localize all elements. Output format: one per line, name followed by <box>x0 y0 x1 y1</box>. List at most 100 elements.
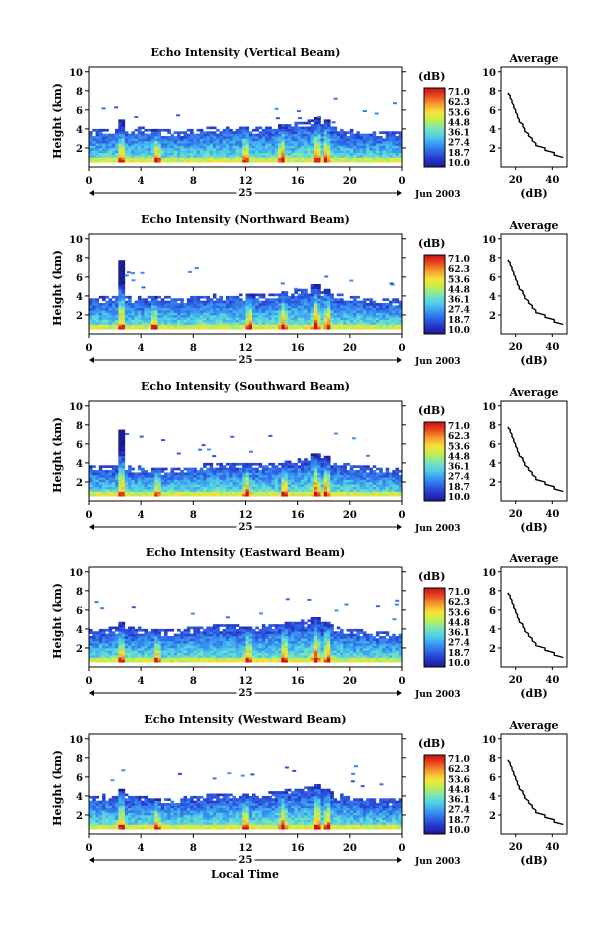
heatmap-cell <box>92 636 96 639</box>
heatmap-cell <box>147 314 152 318</box>
heatmap-cell <box>131 310 135 313</box>
heatmap-cell <box>392 324 396 328</box>
heatmap-cell <box>102 324 106 328</box>
heatmap-cell <box>268 491 272 495</box>
heatmap-cell <box>317 317 321 321</box>
heatmap-cell <box>385 324 390 328</box>
heatmap-cell <box>180 312 184 316</box>
heatmap-cell <box>124 143 129 146</box>
heatmap-cell <box>111 636 116 639</box>
heatmap-cell <box>379 145 383 149</box>
heatmap-cell <box>89 491 93 495</box>
colorbar-segment <box>424 111 445 115</box>
heatmap-cell <box>170 659 175 663</box>
heatmap-cell <box>291 140 295 144</box>
sparse-echo <box>294 287 298 290</box>
heatmap-cell <box>160 324 165 328</box>
heatmap-cell <box>199 640 204 644</box>
heatmap-cell <box>157 152 162 156</box>
heatmap-cell <box>248 462 253 466</box>
heatmap-cell <box>98 657 103 661</box>
heatmap-cell <box>124 479 129 483</box>
heatmap-cell <box>343 319 347 323</box>
heatmap-cell <box>157 317 162 321</box>
heatmap-cell <box>225 633 230 637</box>
heatmap-cell <box>183 131 188 134</box>
heatmap-cell <box>333 474 338 478</box>
heatmap-cell <box>232 150 237 154</box>
heatmap-cell <box>89 465 93 468</box>
heatmap-cell <box>248 143 253 146</box>
heatmap-cell <box>150 159 155 163</box>
heatmap-cell <box>346 136 351 139</box>
heatmap-cell <box>242 484 246 488</box>
heatmap-cell <box>216 317 220 321</box>
heatmap-cell <box>287 136 292 139</box>
heatmap-cell <box>160 307 165 311</box>
heatmap-cell <box>209 465 214 468</box>
heatmap-cell <box>212 147 217 151</box>
heatmap-cell <box>235 298 240 301</box>
heatmap-cell <box>206 489 210 492</box>
heatmap-cell <box>304 131 308 134</box>
heatmap-cell <box>343 310 347 313</box>
heatmap-cell <box>183 150 188 154</box>
heatmap-cell <box>157 479 162 483</box>
heatmap-cell <box>219 131 223 134</box>
heatmap-cell <box>242 150 246 154</box>
heatmap-cell <box>313 493 318 497</box>
heatmap-cell <box>209 307 214 311</box>
heatmap-cell <box>229 143 233 146</box>
heatmap-cell <box>356 326 360 330</box>
heatmap-cell <box>98 159 103 163</box>
heatmap-cell <box>89 140 93 144</box>
heatmap-cell <box>163 640 168 644</box>
heatmap-cell <box>98 324 103 328</box>
heatmap-cell <box>157 140 162 144</box>
heatmap-cell <box>108 474 113 478</box>
heatmap-cell <box>291 157 295 161</box>
heatmap-cell <box>271 462 276 466</box>
heatmap-cell <box>229 467 233 471</box>
heatmap-cell <box>297 128 302 132</box>
heatmap-cell <box>313 458 318 461</box>
heatmap-cell <box>118 640 122 644</box>
heatmap-cell <box>124 643 129 646</box>
heatmap-cell <box>137 326 142 330</box>
heatmap-cell <box>284 157 289 161</box>
heatmap-cell <box>225 324 230 328</box>
heatmap-cell <box>95 650 100 654</box>
heatmap-cell <box>102 489 106 492</box>
heatmap-cell <box>327 126 331 130</box>
heatmap-cell <box>271 133 276 137</box>
heatmap-cell <box>229 326 233 330</box>
heatmap-cell <box>115 489 119 492</box>
heatmap-cell <box>102 657 106 661</box>
heatmap-cell <box>111 489 116 492</box>
heatmap-cell <box>222 647 227 651</box>
heatmap-cell <box>307 326 312 330</box>
heatmap-cell <box>154 638 158 642</box>
heatmap-cell <box>124 131 129 134</box>
heatmap-cell <box>258 152 263 156</box>
heatmap-cell <box>242 659 246 663</box>
heatmap-cell <box>203 143 207 146</box>
heatmap-cell <box>327 467 331 471</box>
heatmap-cell <box>232 295 237 299</box>
heatmap-cell <box>336 157 341 161</box>
colorbar-segment <box>424 320 445 323</box>
heatmap-cell <box>317 303 321 306</box>
heatmap-cell <box>323 143 328 146</box>
heatmap-cell <box>190 150 194 154</box>
heatmap-cell <box>193 484 197 488</box>
heatmap-cell <box>89 638 93 642</box>
heatmap-cell <box>147 143 152 146</box>
heatmap-cell <box>115 145 119 149</box>
heatmap-cell <box>222 305 227 309</box>
heatmap-cell <box>95 493 100 497</box>
colorbar-segment <box>424 121 445 124</box>
heatmap-cell <box>300 152 305 156</box>
heatmap-cell <box>281 474 285 478</box>
heatmap-cell <box>219 640 223 644</box>
heatmap-cell <box>229 317 233 321</box>
